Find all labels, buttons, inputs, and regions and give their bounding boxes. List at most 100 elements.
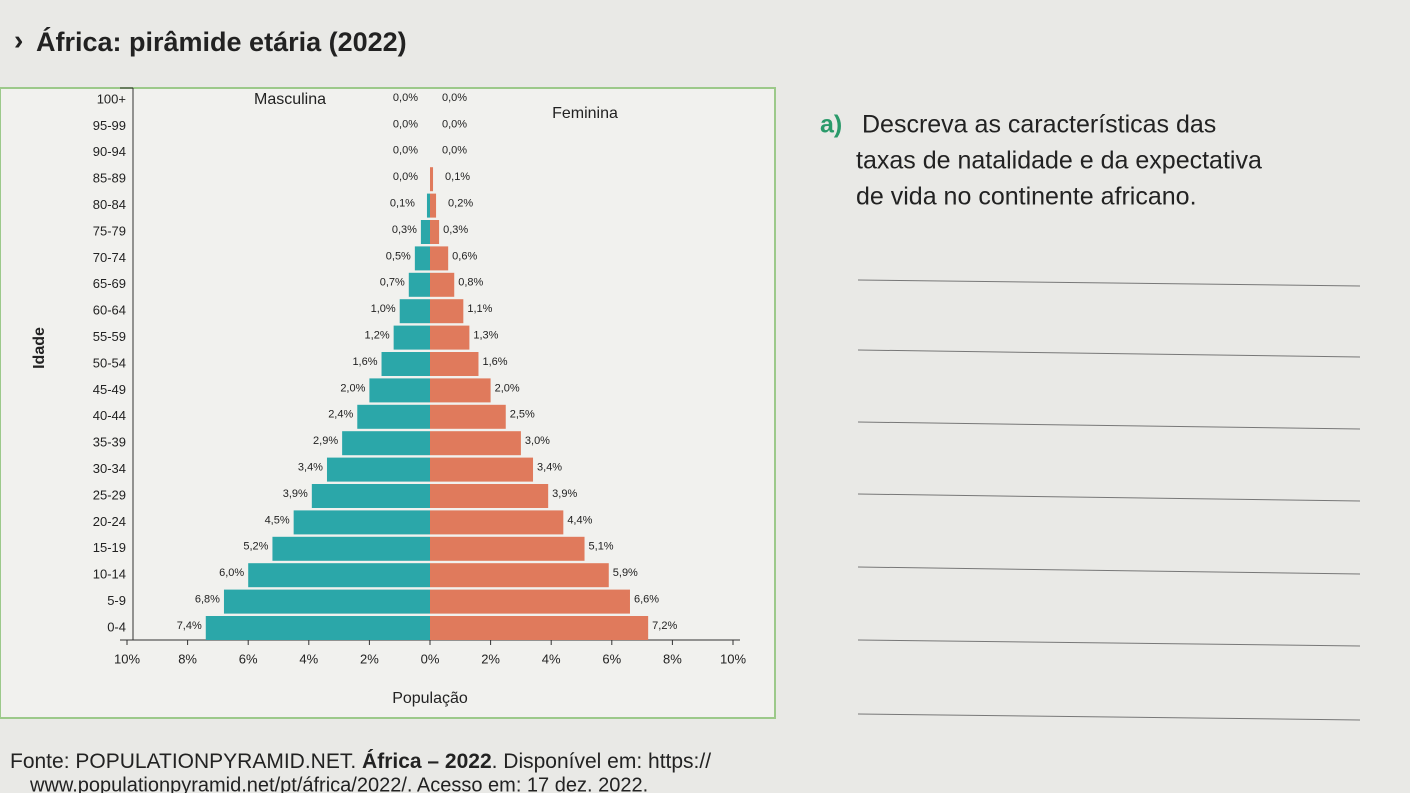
data-label: 0,0% (442, 145, 467, 157)
source-part: África – 2022 (362, 750, 492, 773)
y-axis-label: Idade (31, 327, 48, 369)
y-tick-label: 0-4 (107, 619, 126, 634)
data-label: 3,4% (298, 462, 323, 474)
data-label: 2,5% (510, 409, 535, 421)
data-label: 0,6% (452, 250, 477, 262)
data-label: 0,5% (386, 250, 411, 262)
data-label: 0,0% (393, 92, 418, 104)
bar (430, 536, 585, 561)
bar (357, 404, 430, 429)
data-label: 1,6% (482, 356, 507, 368)
bar (393, 325, 430, 350)
y-tick-label: 60-64 (93, 303, 126, 318)
bar (430, 220, 440, 244)
answer-line (857, 639, 1361, 647)
legend-label: Feminina (552, 105, 618, 122)
source: Fonte: POPULATIONPYRAMID.NET. África – 2… (10, 750, 711, 773)
data-label: 1,6% (352, 356, 377, 368)
data-label: 0,0% (393, 145, 418, 157)
y-tick-label: 90-94 (93, 144, 126, 159)
data-label: 2,0% (495, 382, 520, 394)
bar (408, 272, 430, 297)
x-axis-label: População (392, 690, 468, 707)
y-tick-label: 5-9 (107, 593, 126, 608)
data-label: 5,1% (589, 541, 614, 553)
bar (430, 589, 630, 614)
answer-line (857, 713, 1361, 721)
answer-line (857, 493, 1361, 502)
y-tick-label: 20-24 (93, 514, 126, 529)
data-label: 4,4% (567, 514, 592, 526)
bar (430, 484, 549, 508)
legend-label: Masculina (254, 91, 326, 108)
data-label: 0,7% (380, 277, 405, 289)
bar (430, 299, 464, 324)
x-tick-label: 4% (542, 651, 561, 666)
x-tick-label: 6% (239, 651, 258, 666)
data-label: 2,0% (340, 382, 365, 394)
data-label: 3,9% (552, 488, 577, 500)
data-label: 6,8% (195, 594, 220, 606)
y-tick-label: 55-59 (93, 329, 126, 344)
bar (430, 510, 564, 535)
data-label: 7,4% (177, 620, 202, 632)
bar (430, 457, 534, 482)
y-tick-label: 100+ (97, 91, 126, 106)
bar (381, 352, 430, 376)
bar (311, 484, 430, 508)
bar (430, 352, 479, 376)
data-label: 0,0% (393, 118, 418, 130)
answer-line (857, 349, 1361, 358)
bar (430, 272, 455, 297)
data-label: 0,0% (442, 92, 467, 104)
data-label: 1,2% (365, 330, 390, 342)
question-line: de vida no continente africano. (856, 183, 1197, 211)
data-label: 0,1% (445, 171, 470, 183)
y-tick-label: 30-34 (93, 461, 126, 476)
data-label: 1,3% (473, 330, 498, 342)
y-tick-label: 35-39 (93, 435, 126, 450)
y-tick-label: 45-49 (93, 382, 126, 397)
answer-lines (857, 279, 1361, 721)
data-label: 2,4% (328, 409, 353, 421)
data-label: 0,1% (390, 198, 415, 210)
x-tick-label: 6% (602, 651, 621, 666)
data-label: 0,8% (458, 277, 483, 289)
bar (293, 510, 430, 535)
data-label: 1,0% (371, 303, 396, 315)
x-tick-label: 2% (360, 651, 379, 666)
data-label: 5,2% (243, 541, 268, 553)
bar (223, 589, 430, 614)
x-tick-label: 0% (421, 651, 440, 666)
data-label: 3,4% (537, 462, 562, 474)
y-tick-label: 80-84 (93, 197, 126, 212)
bar (430, 325, 470, 350)
bar (414, 246, 430, 271)
bar (399, 299, 430, 324)
answer-line (857, 566, 1361, 575)
question-line: taxas de natalidade e da expectativa (856, 147, 1262, 175)
y-tick-label: 75-79 (93, 223, 126, 238)
x-tick-label: 2% (481, 651, 500, 666)
bar (430, 378, 491, 403)
data-label: 0,0% (393, 171, 418, 183)
title: África: pirâmide etária (2022) (36, 26, 407, 57)
x-tick-label: 10% (720, 651, 746, 666)
x-tick-label: 8% (178, 651, 197, 666)
answer-line (857, 421, 1361, 430)
data-label: 1,1% (467, 303, 492, 315)
data-label: 0,3% (443, 224, 468, 236)
bar (430, 167, 434, 192)
bar (326, 457, 430, 482)
bar (426, 193, 430, 218)
bar (342, 431, 430, 456)
data-label: 5,9% (613, 567, 638, 579)
x-tick-label: 10% (114, 651, 140, 666)
source: www.populationpyramid.net/pt/áfrica/2022… (29, 774, 648, 793)
y-tick-label: 15-19 (93, 540, 126, 555)
y-tick-label: 50-54 (93, 355, 126, 370)
answer-line (857, 279, 1361, 287)
data-label: 4,5% (265, 514, 290, 526)
